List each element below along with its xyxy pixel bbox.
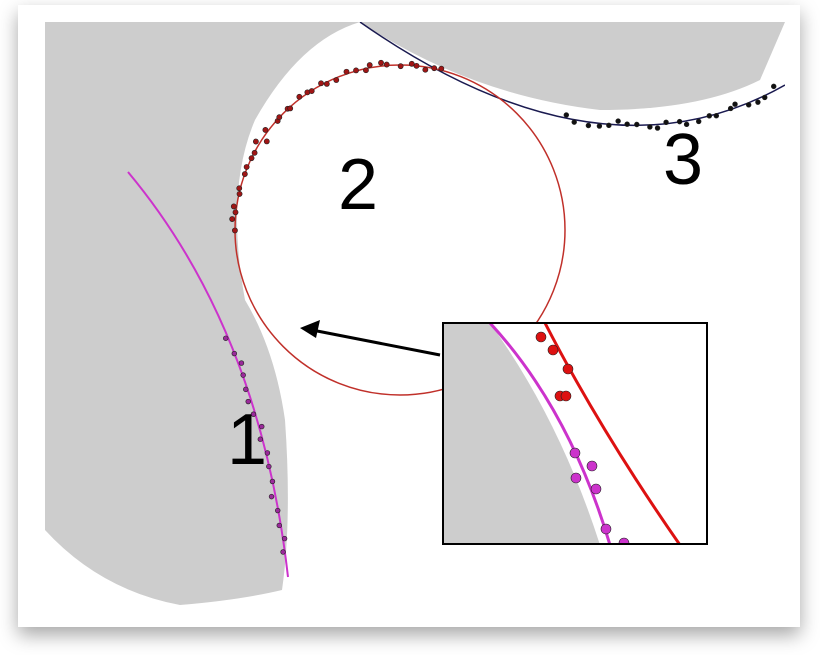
edge-point [241, 373, 246, 378]
edge-point [548, 345, 558, 355]
edge-point [277, 115, 282, 120]
edge-point [242, 171, 247, 176]
edge-point [244, 164, 249, 169]
edge-point [263, 127, 268, 132]
edge-point [561, 391, 571, 401]
figure: 1 2 3 [0, 0, 820, 655]
edge-point [439, 66, 444, 71]
edge-point [647, 125, 652, 130]
edge-point [237, 186, 242, 191]
edge-point [252, 150, 257, 155]
edge-point [756, 100, 761, 105]
label-3: 3 [663, 120, 703, 200]
edge-point [249, 156, 254, 161]
label-2: 2 [338, 145, 378, 225]
edge-point [288, 106, 293, 111]
edge-point [634, 122, 639, 127]
edge-point [353, 68, 358, 73]
edge-point [281, 550, 286, 555]
edge-point [324, 81, 329, 86]
edge-point [616, 119, 621, 124]
edge-point [714, 113, 719, 118]
edge-point [223, 336, 228, 341]
edge-point [239, 361, 244, 366]
edge-point [233, 210, 238, 215]
edge-point [266, 464, 271, 469]
edge-point [237, 191, 242, 196]
edge-point [570, 448, 580, 458]
edge-point [572, 120, 577, 125]
edge-point [733, 102, 738, 107]
edge-point [586, 123, 591, 128]
edge-point [264, 139, 269, 144]
edge-point [597, 124, 602, 129]
edge-point [655, 126, 660, 131]
edge-point [771, 84, 776, 89]
edge-point [591, 484, 601, 494]
edge-point [571, 473, 581, 483]
edge-point [363, 68, 368, 73]
arrow-head [300, 320, 320, 338]
edge-point [432, 66, 437, 71]
edge-point [409, 61, 414, 66]
edge-point [232, 228, 237, 233]
edge-point [270, 479, 275, 484]
edge-point [269, 494, 274, 499]
edge-point [243, 387, 248, 392]
edge-point [378, 60, 383, 65]
edge-point [230, 216, 235, 221]
cell-left [45, 22, 360, 605]
edge-point [334, 77, 339, 82]
edge-point [762, 95, 767, 100]
label-1: 1 [227, 400, 267, 480]
edge-point [606, 123, 611, 128]
edge-point [746, 102, 751, 107]
edge-point [277, 523, 282, 528]
arrow-line [312, 330, 440, 355]
edge-point [587, 461, 597, 471]
edge-point [309, 88, 314, 93]
edge-point [398, 64, 403, 69]
edge-point [414, 63, 419, 68]
edge-point [232, 351, 237, 356]
edge-point [728, 106, 733, 111]
edge-point [563, 364, 573, 374]
page: 1 2 3 (() => { const data = JSON.parse(d… [0, 0, 820, 655]
edge-point [384, 62, 389, 67]
edge-point [344, 69, 349, 74]
edge-point [231, 204, 236, 209]
edge-point [275, 508, 280, 513]
inset [443, 323, 707, 548]
edge-point [253, 139, 258, 144]
edge-point [367, 62, 372, 67]
edge-point [564, 113, 569, 118]
edge-point [297, 94, 302, 99]
edge-point [282, 536, 287, 541]
edge-point [318, 81, 323, 86]
edge-point [536, 332, 546, 342]
edge-point [601, 524, 611, 534]
edge-point [625, 122, 630, 127]
edge-point [707, 113, 712, 118]
edge-point [423, 67, 428, 72]
